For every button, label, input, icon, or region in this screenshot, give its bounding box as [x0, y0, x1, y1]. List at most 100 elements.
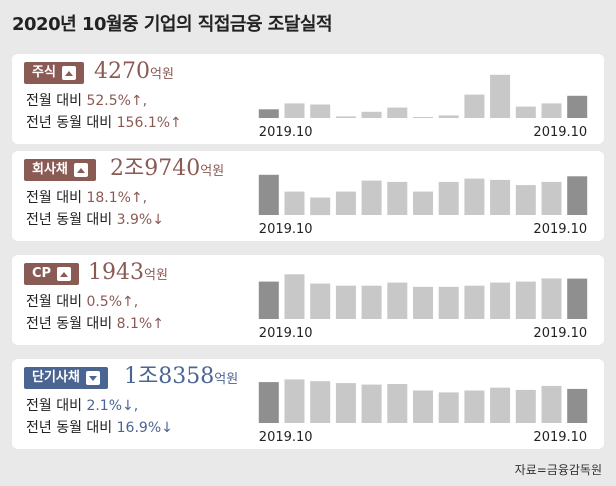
- chart-corporate-bonds: 2019.10 2019.10: [256, 161, 590, 239]
- category-badge: CP: [24, 263, 80, 285]
- bar-2020.04: [413, 286, 433, 319]
- bar-2020.09: [541, 278, 562, 319]
- bar-2020.05: [438, 115, 459, 118]
- bar-2020.08: [515, 185, 536, 215]
- yoy-line: 전년 동월 대비 3.9%↓: [26, 209, 164, 229]
- tick-label: 2019.10: [533, 222, 587, 237]
- chart-short-term-bonds: 2019.10 2019.10: [256, 369, 590, 447]
- mom-value: 18.1%↑,: [86, 190, 148, 206]
- yoy-value: 3.9%↓: [116, 212, 164, 228]
- bar-2020.06: [464, 94, 485, 118]
- page-title: 2020년 10월중 기업의 직접금융 조달실적: [12, 14, 333, 35]
- yoy-line: 전년 동월 대비 8.1%↑: [26, 313, 164, 333]
- mom-label: 전월 대비: [26, 398, 82, 414]
- bar-2020.02: [361, 180, 382, 215]
- mom-label: 전월 대비: [26, 294, 82, 310]
- bar-2020.03: [387, 107, 408, 118]
- tick-label: 2019.10: [259, 125, 313, 140]
- bar-2020.07: [490, 179, 511, 215]
- bar-2020.01: [335, 116, 356, 118]
- yoy-label: 전년 동월 대비: [26, 212, 113, 228]
- yoy-value: 156.1%↑: [116, 115, 182, 131]
- amount: 2조9740억원: [110, 153, 224, 188]
- bar-2020.04: [413, 191, 433, 215]
- yoy-label: 전년 동월 대비: [26, 420, 113, 436]
- bar-2019.12: [310, 283, 331, 319]
- tick-label: 2019.10: [533, 326, 587, 341]
- bar-2020.10: [567, 278, 588, 319]
- tick-label: 2019.10: [533, 125, 587, 140]
- amount-value: 2조9740: [110, 156, 201, 181]
- bar-2020.06: [464, 178, 485, 215]
- amount-unit: 억원: [150, 67, 174, 82]
- down-arrow-icon: [85, 371, 100, 385]
- category-label: CP: [32, 266, 52, 281]
- panel-cp: CP 1943억원 전월 대비 0.5%↑, 전년 동월 대비 8.1%↑ 20…: [12, 255, 604, 345]
- bar-2019.10: [258, 109, 279, 118]
- bar-2020.07: [490, 74, 511, 118]
- yoy-label: 전년 동월 대비: [26, 115, 113, 131]
- up-arrow-icon: [73, 163, 88, 177]
- mom-line: 전월 대비 52.5%↑,: [26, 90, 147, 110]
- source-note: 자료=금융감독원: [514, 463, 602, 477]
- bar-2020.04: [413, 117, 433, 118]
- tick-label: 2019.10: [533, 430, 587, 445]
- bar-2020.01: [335, 191, 356, 215]
- bar-2020.06: [464, 285, 485, 319]
- bar-2019.11: [284, 379, 305, 423]
- bar-2019.12: [310, 381, 331, 423]
- bar-2020.08: [515, 281, 536, 319]
- bar-2020.07: [490, 387, 511, 423]
- amount-value: 4270: [94, 59, 150, 84]
- bar-2020.02: [361, 111, 382, 118]
- amount: 1943억원: [88, 257, 168, 292]
- panel-corporate-bonds: 회사채 2조9740억원 전월 대비 18.1%↑, 전년 동월 대비 3.9%…: [12, 151, 604, 241]
- bar-2020.09: [541, 385, 562, 423]
- bar-2020.03: [387, 181, 408, 215]
- bar-2019.11: [284, 103, 305, 118]
- panel-short-term-bonds: 단기사채 1조8358억원 전월 대비 2.1%↓, 전년 동월 대비 16.9…: [12, 359, 604, 449]
- bar-2019.11: [284, 191, 305, 215]
- bar-2020.02: [361, 285, 382, 319]
- bar-2020.03: [387, 384, 408, 423]
- mom-line: 전월 대비 2.1%↓,: [26, 395, 138, 415]
- tick-label: 2019.10: [259, 222, 313, 237]
- bar-2020.01: [335, 285, 356, 319]
- bar-2019.10: [258, 174, 279, 215]
- amount-unit: 억원: [214, 372, 239, 387]
- bar-2020.08: [515, 106, 536, 118]
- bar-2019.10: [258, 382, 279, 423]
- bar-2020.03: [387, 282, 408, 319]
- category-badge: 주식: [24, 62, 84, 84]
- amount: 4270억원: [94, 56, 174, 91]
- chart-cp: 2019.10 2019.10: [256, 265, 590, 343]
- yoy-label: 전년 동월 대비: [26, 316, 113, 332]
- bar-2019.12: [310, 197, 331, 216]
- mom-value: 0.5%↑,: [86, 294, 139, 310]
- chart-stocks: 2019.10 2019.10: [256, 64, 590, 142]
- bar-2020.08: [515, 389, 536, 423]
- bar-2020.05: [438, 181, 459, 215]
- bar-2019.12: [310, 104, 331, 118]
- bar-2020.09: [541, 181, 562, 215]
- yoy-value: 8.1%↑: [116, 316, 164, 332]
- amount: 1조8358억원: [124, 361, 238, 396]
- mom-value: 52.5%↑,: [86, 93, 148, 109]
- category-label: 주식: [32, 65, 56, 80]
- yoy-line: 전년 동월 대비 16.9%↓: [26, 417, 173, 437]
- amount-value: 1조8358: [124, 364, 215, 389]
- mom-label: 전월 대비: [26, 93, 82, 109]
- category-badge: 단기사채: [24, 367, 108, 389]
- yoy-line: 전년 동월 대비 156.1%↑: [26, 112, 182, 132]
- tick-label: 2019.10: [259, 326, 313, 341]
- bar-2020.06: [464, 390, 485, 423]
- up-arrow-icon: [61, 66, 76, 80]
- category-label: 회사채: [32, 162, 68, 177]
- category-badge: 회사채: [24, 159, 96, 181]
- category-label: 단기사채: [32, 370, 80, 385]
- amount-value: 1943: [88, 260, 144, 285]
- bar-2020.10: [567, 388, 588, 423]
- tick-label: 2019.10: [259, 430, 313, 445]
- bar-2020.10: [567, 176, 588, 215]
- bar-2020.09: [541, 103, 562, 118]
